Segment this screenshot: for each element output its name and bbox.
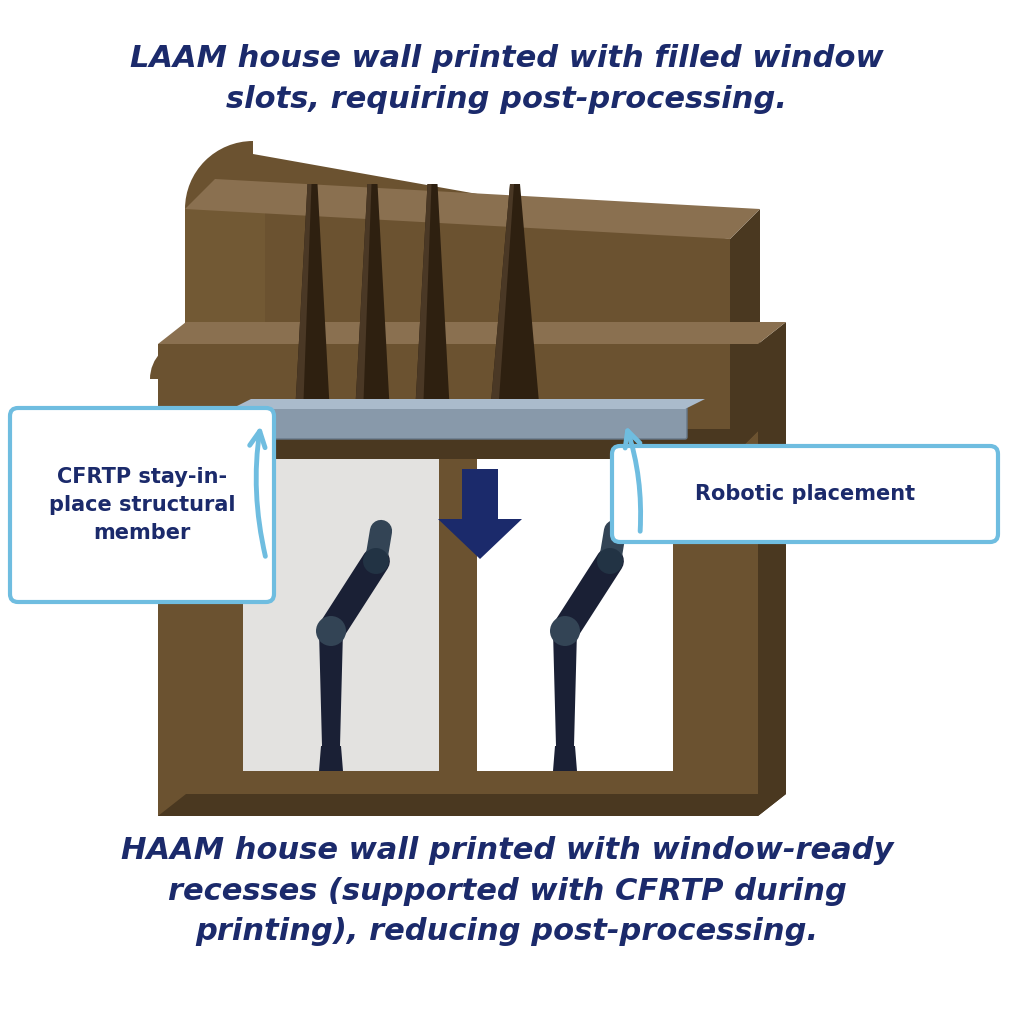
- Text: LAAM house wall printed with filled window
slots, requiring post-processing.: LAAM house wall printed with filled wind…: [130, 44, 884, 114]
- Polygon shape: [490, 184, 514, 414]
- Circle shape: [597, 548, 623, 574]
- Polygon shape: [319, 631, 343, 746]
- Circle shape: [363, 548, 389, 574]
- Polygon shape: [185, 154, 730, 459]
- Wedge shape: [150, 341, 188, 379]
- Polygon shape: [415, 184, 431, 414]
- Polygon shape: [243, 404, 439, 771]
- Polygon shape: [355, 184, 390, 414]
- Polygon shape: [553, 746, 577, 771]
- Polygon shape: [158, 794, 786, 816]
- FancyBboxPatch shape: [612, 446, 998, 542]
- Polygon shape: [158, 344, 243, 816]
- Wedge shape: [185, 141, 253, 209]
- Polygon shape: [673, 344, 758, 816]
- Polygon shape: [295, 184, 312, 414]
- Polygon shape: [553, 631, 577, 746]
- Polygon shape: [185, 179, 760, 239]
- Polygon shape: [231, 399, 705, 409]
- Text: CFRTP stay-in-
place structural
member: CFRTP stay-in- place structural member: [49, 467, 235, 543]
- Polygon shape: [438, 469, 522, 559]
- Polygon shape: [355, 184, 371, 414]
- Polygon shape: [319, 746, 343, 771]
- FancyBboxPatch shape: [10, 408, 274, 602]
- Polygon shape: [158, 771, 758, 816]
- Circle shape: [316, 616, 346, 646]
- Polygon shape: [758, 322, 786, 816]
- Polygon shape: [730, 209, 760, 459]
- Circle shape: [550, 616, 580, 646]
- Polygon shape: [158, 344, 758, 404]
- Polygon shape: [185, 339, 730, 459]
- Text: Robotic placement: Robotic placement: [695, 484, 916, 504]
- Polygon shape: [185, 209, 265, 459]
- Text: HAAM house wall printed with window-ready
recesses (supported with CFRTP during
: HAAM house wall printed with window-read…: [121, 836, 893, 946]
- Polygon shape: [439, 404, 477, 771]
- Polygon shape: [490, 184, 540, 414]
- Polygon shape: [415, 184, 450, 414]
- Polygon shape: [158, 322, 786, 344]
- Polygon shape: [185, 429, 760, 459]
- Polygon shape: [295, 184, 330, 414]
- FancyBboxPatch shape: [229, 407, 687, 439]
